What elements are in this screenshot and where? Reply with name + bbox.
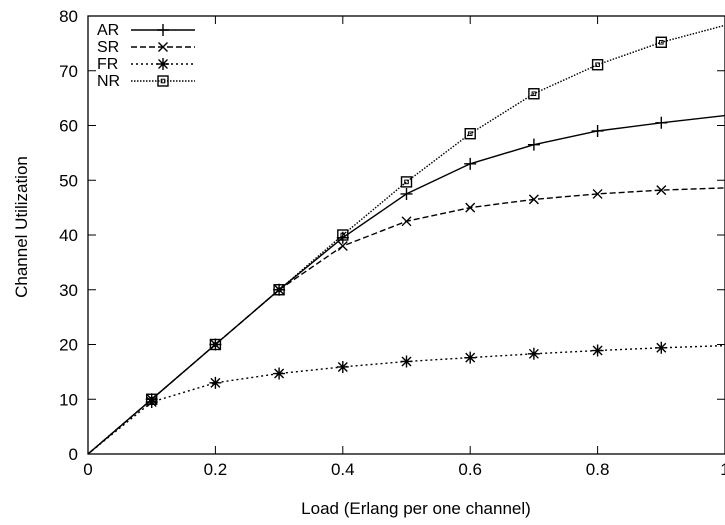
series-fr-marker xyxy=(209,376,222,389)
series-fr-marker xyxy=(655,341,668,354)
series-ar-marker xyxy=(464,157,477,170)
y-tick-label: 50 xyxy=(59,171,78,190)
series-nr-marker-inner xyxy=(340,232,346,238)
y-tick-label: 20 xyxy=(59,336,78,355)
y-tick-label: 30 xyxy=(59,281,78,300)
series-ar-marker xyxy=(655,116,668,129)
series-nr-marker-inner xyxy=(149,396,154,402)
legend-nr-marker xyxy=(157,75,169,87)
series-nr-marker xyxy=(273,284,285,296)
series-nr-marker xyxy=(655,36,667,48)
series-ar-marker xyxy=(400,187,413,200)
legend-label-ar: AR xyxy=(97,22,119,39)
series-fr-marker xyxy=(400,355,413,368)
series-sr xyxy=(87,185,725,455)
series-nr-marker-inner xyxy=(276,287,282,293)
x-tick-label: 0 xyxy=(83,460,92,479)
series-nr-marker xyxy=(464,128,476,140)
legend-label-nr: NR xyxy=(97,73,120,90)
series-nr-marker-inner xyxy=(531,91,537,97)
x-axis-label: Load (Erlang per one channel) xyxy=(301,499,531,518)
x-tick-label: 0.8 xyxy=(586,460,610,479)
series-nr-marker xyxy=(145,393,158,405)
x-tick-label: 0.6 xyxy=(458,460,482,479)
series-nr-marker-inner xyxy=(659,39,664,45)
y-tick-label: 80 xyxy=(59,7,78,26)
x-tick-label: 0.4 xyxy=(331,460,355,479)
series-ar-marker xyxy=(527,138,540,151)
series-fr xyxy=(87,341,725,455)
series-sr-marker xyxy=(592,188,603,199)
y-tick-label: 60 xyxy=(59,117,78,136)
plot-frame xyxy=(87,15,725,455)
x-tick-label: 1 xyxy=(720,460,725,479)
axis-ticks: 00.20.40.60.8101020304050607080 xyxy=(59,7,725,479)
series-nr-marker-inner xyxy=(404,179,409,185)
series-sr-marker xyxy=(465,202,476,213)
series-sr-marker xyxy=(401,216,412,227)
y-axis-label: Channel Utilization xyxy=(12,156,31,298)
series-nr-marker-inner xyxy=(213,342,218,347)
series-nr-marker-inner xyxy=(467,131,473,137)
plot-border xyxy=(87,15,725,455)
y-tick-label: 0 xyxy=(69,445,78,464)
y-tick-label: 70 xyxy=(59,62,78,81)
legend-sr-marker xyxy=(158,42,168,52)
series-fr-marker xyxy=(145,395,158,408)
series-nr-marker xyxy=(337,229,349,241)
x-tick-label: 0.2 xyxy=(204,460,228,479)
series-fr-marker xyxy=(336,360,349,373)
series-fr-marker xyxy=(273,367,286,380)
series-sr-line xyxy=(87,187,725,455)
legend-nr-marker-inner xyxy=(160,78,166,84)
legend-fr-marker xyxy=(157,58,169,70)
series-nr-marker xyxy=(591,59,604,71)
legend-label-sr: SR xyxy=(97,39,119,56)
series-nr xyxy=(87,24,725,455)
series-sr-marker xyxy=(528,194,539,205)
legend-ar-marker xyxy=(157,24,169,36)
series-nr-line xyxy=(87,24,725,455)
series-sr-marker xyxy=(337,240,348,251)
series-nr-marker xyxy=(400,176,413,188)
series-ar-line xyxy=(87,114,725,455)
legend-item-fr: FR xyxy=(97,56,195,73)
series-fr-marker xyxy=(527,347,540,360)
legend-label-fr: FR xyxy=(97,56,118,73)
legend-item-sr: SR xyxy=(97,39,195,56)
series-ar xyxy=(87,114,725,455)
legend-item-ar: AR xyxy=(97,22,195,39)
series-fr-marker xyxy=(464,351,477,364)
series-nr-marker xyxy=(209,338,222,351)
series-ar-marker xyxy=(591,124,604,137)
series-nr-marker xyxy=(528,88,540,100)
y-tick-label: 40 xyxy=(59,226,78,245)
legend-item-nr: NR xyxy=(97,73,195,90)
series-sr-marker xyxy=(656,185,667,196)
series-nr-marker-inner xyxy=(595,62,600,68)
y-tick-label: 10 xyxy=(59,390,78,409)
series-group xyxy=(87,24,725,455)
series-fr-marker xyxy=(591,344,604,357)
